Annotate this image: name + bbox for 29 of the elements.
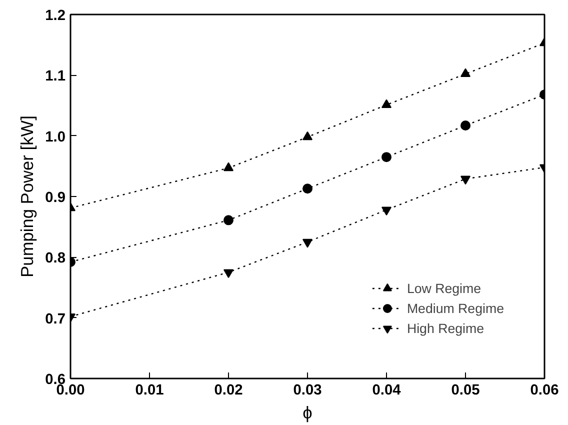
point — [460, 68, 470, 78]
legend-label: Low Regime — [406, 280, 482, 296]
point — [224, 215, 234, 226]
x-axis-title: ϕ — [302, 402, 313, 422]
point — [382, 206, 392, 216]
y-tick-label: 0.9 — [45, 190, 66, 206]
legend-label: High Regime — [406, 320, 484, 336]
x-tick-label: 0.01 — [135, 382, 164, 398]
point — [302, 184, 312, 194]
y-tick-label: 0.8 — [45, 250, 66, 267]
point — [302, 131, 312, 140]
point — [302, 238, 312, 248]
legend-label: Medium Regime — [406, 300, 504, 316]
point — [224, 162, 234, 172]
point — [382, 152, 392, 162]
y-tick-label: 0.7 — [45, 311, 66, 328]
x-tick-label: 0.06 — [530, 382, 559, 398]
x-tick-label: 0.02 — [214, 382, 243, 398]
point — [460, 176, 470, 185]
x-tick-label: 0.05 — [451, 382, 480, 398]
y-tick-label: 1.1 — [45, 68, 66, 85]
y-tick-label: 1.2 — [45, 8, 66, 24]
y-axis-title: Pumping Power [kW] — [17, 116, 38, 278]
y-tick-label: 1.0 — [45, 129, 66, 146]
point — [460, 120, 470, 131]
x-tick-label: 0.03 — [293, 382, 322, 398]
x-tick-label: 0.04 — [372, 382, 402, 398]
point — [224, 269, 234, 278]
point — [382, 99, 392, 108]
